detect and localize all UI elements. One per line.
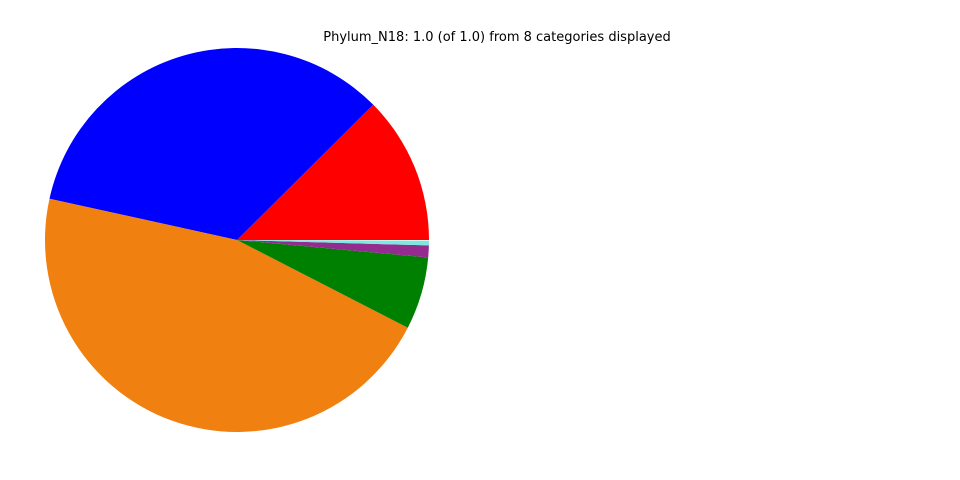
chart-title: Phylum_N18: 1.0 (of 1.0) from 8 categori… — [323, 30, 671, 45]
pie-slice-cyan — [237, 240, 429, 246]
pie-slice-red — [237, 104, 429, 240]
pie-slice-orange — [44, 198, 408, 433]
pie-slice-purple — [237, 240, 429, 258]
pie-slice-green — [237, 240, 429, 328]
pie-slice-blue — [49, 47, 374, 240]
